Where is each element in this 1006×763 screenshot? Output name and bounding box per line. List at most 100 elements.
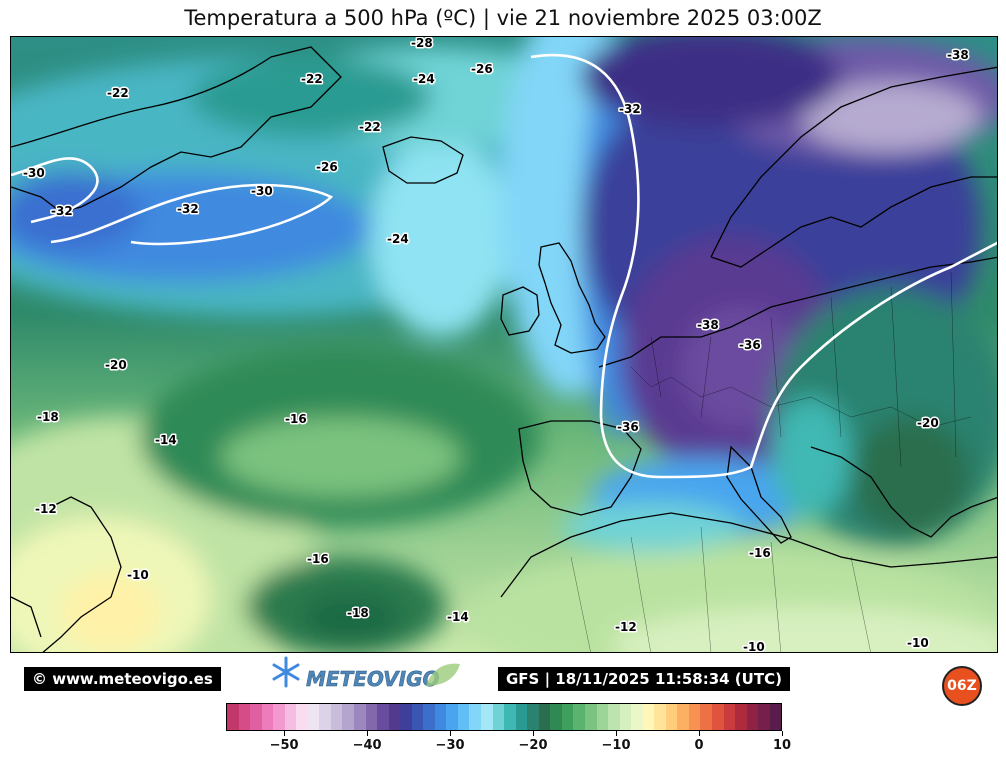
contour-label: -14 [155, 433, 177, 447]
colorbar-tick-label: −30 [435, 738, 465, 753]
brand-wordmark: METEOVIGO [306, 667, 440, 691]
contour-label: -32 [619, 102, 641, 116]
colorbar-swatch [504, 704, 516, 730]
colorbar-tick [284, 731, 286, 736]
colorbar-tick [533, 731, 535, 736]
map-title: Temperatura a 500 hPa (ºC) | vie 21 novi… [184, 6, 822, 30]
colorbar-swatch [481, 704, 493, 730]
contour-label: -14 [447, 610, 469, 624]
colorbar-tick-label: −10 [601, 738, 631, 753]
run-cycle-badge: 06Z [942, 666, 982, 706]
contour-label: -36 [617, 420, 639, 434]
colorbar-swatch [642, 704, 655, 730]
colorbar-swatch [619, 704, 632, 730]
colorbar-swatch [434, 704, 447, 730]
contour-label: -18 [347, 606, 369, 620]
colorbar-swatch [469, 704, 482, 730]
colorbar-swatch [746, 704, 759, 730]
colorbar-swatch [457, 704, 470, 730]
colorbar-swatch [688, 704, 701, 730]
colorbar-swatch [377, 704, 389, 730]
colorbar-swatch [665, 704, 678, 730]
colorbar-swatch [238, 704, 251, 730]
contour-label: -30 [23, 166, 45, 180]
snowflake-icon [272, 656, 300, 688]
colorbar-swatch [446, 704, 458, 730]
colorbar-swatch [250, 704, 262, 730]
colorbar-tick-label: −40 [352, 738, 382, 753]
colorbar-swatch [608, 704, 620, 730]
colorbar-swatch [527, 704, 539, 730]
contour-label: -24 [387, 232, 409, 246]
meteovigo-logo: METEOVIGO [268, 656, 468, 696]
contour-label: -22 [301, 72, 323, 86]
colorbar-tick [367, 731, 369, 736]
leaf-icon [426, 663, 460, 686]
colorbar-swatch [573, 704, 585, 730]
colorbar-tick [450, 731, 452, 736]
contour-label: -28 [411, 37, 433, 50]
contour-label: -38 [947, 48, 969, 62]
colorbar-swatch [735, 704, 747, 730]
contour-label: -16 [307, 552, 329, 566]
contour-label: -16 [285, 412, 307, 426]
colorbar-swatch [515, 704, 528, 730]
contour-label: -16 [749, 546, 771, 560]
contour-label: -12 [35, 502, 57, 516]
contour-label: -32 [51, 204, 73, 218]
colorbar-swatch [400, 704, 412, 730]
colorbar-swatch [330, 704, 343, 730]
contour-label: -26 [316, 160, 338, 174]
copyright-label[interactable]: © www.meteovigo.es [24, 667, 221, 691]
colorbar-swatch [261, 704, 274, 730]
colorbar-swatch [411, 704, 424, 730]
colorbar-swatch [423, 704, 435, 730]
contour-label: -10 [907, 636, 929, 650]
colorbar-swatch [769, 704, 782, 730]
colorbar-swatch [354, 704, 366, 730]
colorbar-swatch [677, 704, 689, 730]
colorbar-swatch [758, 704, 770, 730]
model-run-label: GFS | 18/11/2025 11:58:34 (UTC) [498, 667, 790, 691]
colorbar-swatch [307, 704, 320, 730]
borders [570, 271, 972, 652]
contour-label: -10 [127, 568, 149, 582]
colorbar-swatch [584, 704, 597, 730]
colorbar-swatch [723, 704, 736, 730]
colorbar-tick-label: −20 [518, 738, 548, 753]
colorbar-swatch [342, 704, 355, 730]
contour-label: -18 [37, 410, 59, 424]
colorbar-tick-label: 0 [694, 738, 704, 753]
contour-label: -32 [177, 202, 199, 216]
contour-label: -36 [739, 338, 761, 352]
colorbar-tick-label: −50 [269, 738, 299, 753]
contour-label: -38 [697, 318, 719, 332]
colorbar-swatch [388, 704, 401, 730]
colorbar-tick [616, 731, 618, 736]
coastlines [11, 46, 997, 652]
colorbar-swatch [700, 704, 712, 730]
colorbar-swatch [319, 704, 331, 730]
colorbar-swatch [284, 704, 297, 730]
contour-label: -30 [251, 184, 273, 198]
contour-label: -20 [917, 416, 939, 430]
colorbar-swatch [550, 704, 562, 730]
contour-label: -24 [413, 72, 435, 86]
colorbar-swatch [538, 704, 551, 730]
isotherm-lines [11, 53, 997, 479]
contour-label: -20 [105, 358, 127, 372]
colorbar-swatch [654, 704, 666, 730]
contour-label: -12 [615, 620, 637, 634]
colorbar-swatch [631, 704, 643, 730]
colorbar-tick-label: 10 [772, 738, 792, 753]
colorbar-swatch [596, 704, 609, 730]
temperature-map[interactable]: -28 -26 -24 -22 -22 -22 -26 -32 -30 -30 … [10, 36, 998, 653]
contour-label: -10 [743, 640, 765, 653]
colorbar-ticks: −50 −40 −30 −20 −10 0 10 [226, 731, 791, 761]
colorbar-swatch [296, 704, 308, 730]
colorbar-tick [699, 731, 700, 736]
contour-labels: -28 -26 -24 -22 -22 -22 -26 -32 -30 -30 … [22, 37, 971, 653]
contour-label: -22 [359, 120, 381, 134]
colorbar-swatch [273, 704, 285, 730]
colorbar [226, 703, 782, 731]
